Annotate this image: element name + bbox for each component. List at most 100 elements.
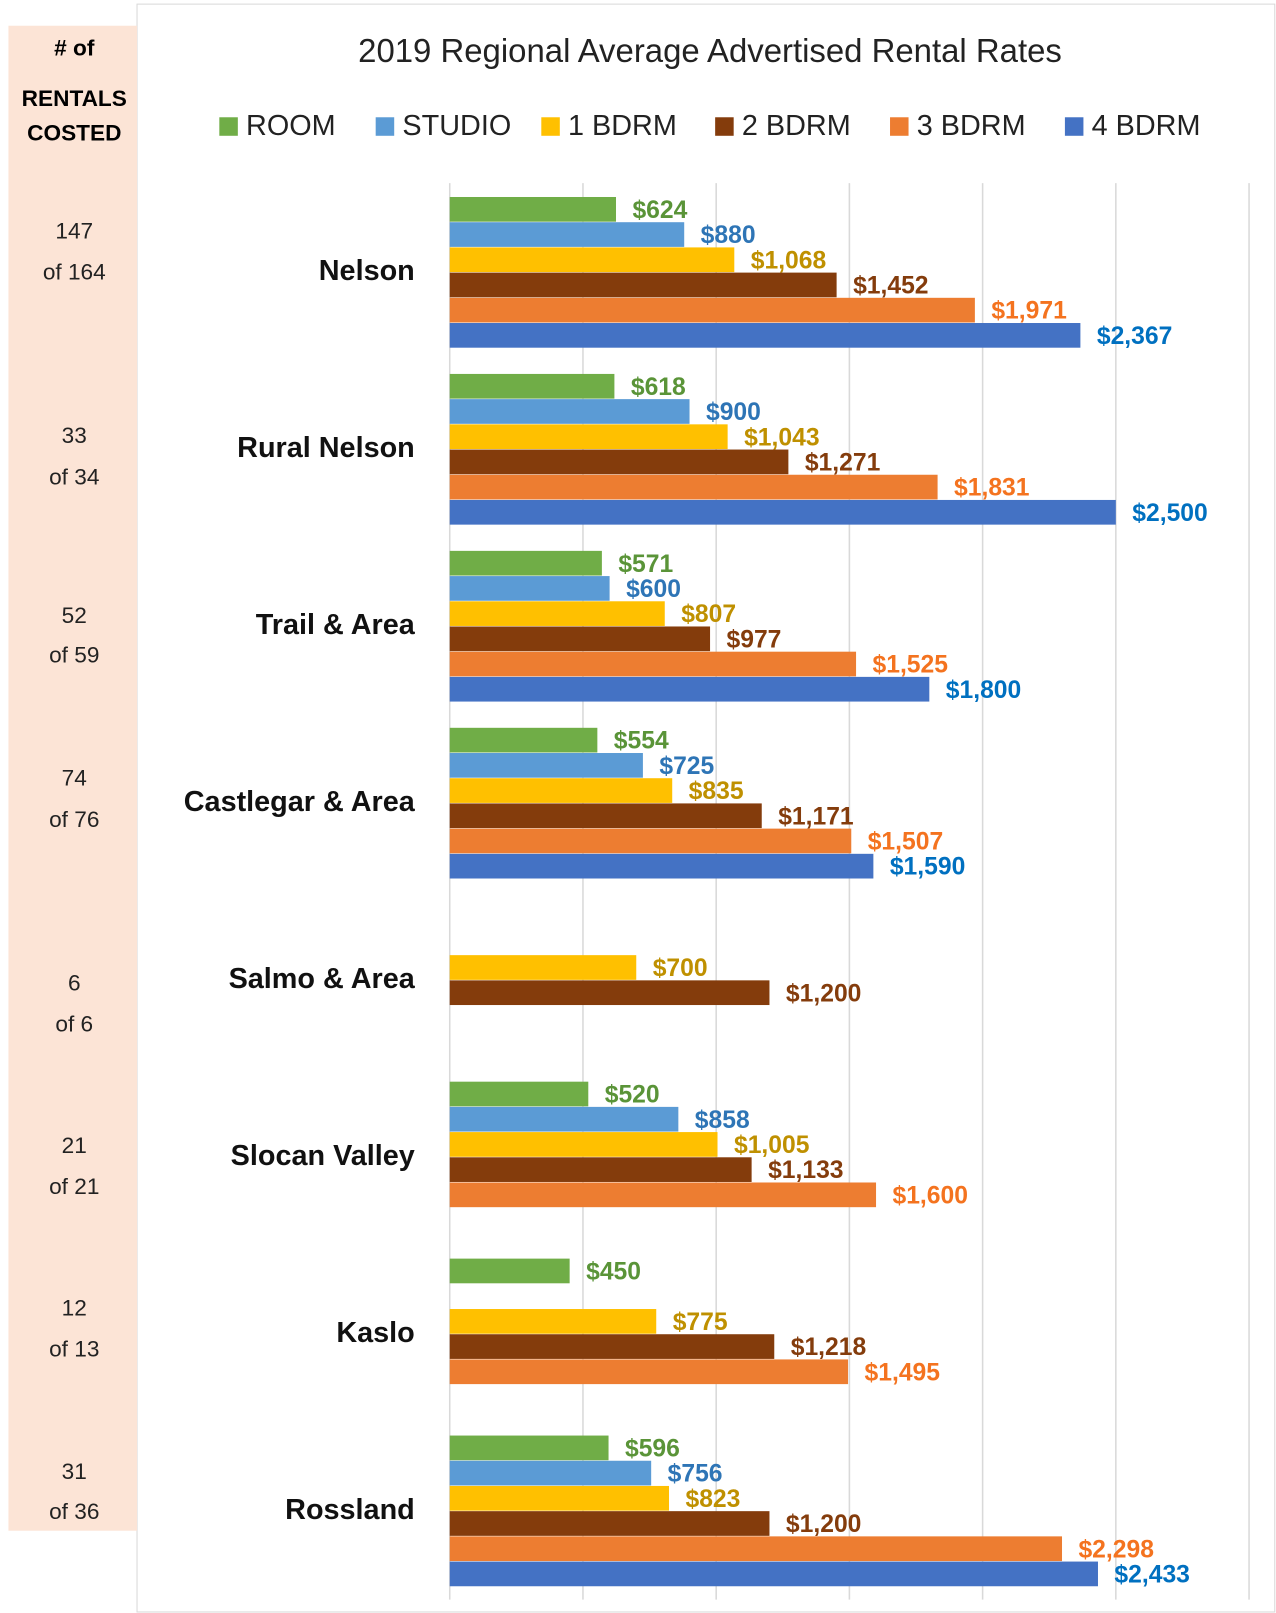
- legend-label: ROOM: [246, 110, 336, 142]
- value-label: $1,043: [744, 424, 819, 451]
- bar: [449, 778, 673, 803]
- chart-title: 2019 Regional Average Advertised Rental …: [358, 32, 1062, 69]
- category-label: Salmo & Area: [229, 963, 416, 995]
- bar: [449, 753, 643, 778]
- value-label: $450: [586, 1259, 641, 1286]
- bar: [449, 1359, 849, 1385]
- side-count: 21: [62, 1133, 87, 1158]
- side-of: of 6: [55, 1012, 93, 1037]
- side-title: RENTALS: [22, 86, 127, 111]
- value-label: $977: [727, 626, 782, 653]
- bar: [449, 651, 857, 677]
- bar: [449, 1334, 775, 1359]
- legend-swatch: [219, 117, 238, 136]
- bar: [449, 576, 610, 601]
- legend-swatch: [375, 117, 395, 136]
- bar: [449, 196, 617, 222]
- value-label: $700: [653, 955, 708, 982]
- value-label: $1,590: [890, 854, 965, 881]
- value-label: $2,433: [1114, 1561, 1189, 1588]
- side-of: of 164: [43, 260, 106, 285]
- bar: [449, 399, 690, 424]
- bar: [449, 373, 615, 399]
- bar: [449, 1485, 670, 1511]
- bar: [449, 1081, 589, 1107]
- value-label: $1,800: [946, 677, 1021, 704]
- bar: [449, 980, 770, 1006]
- bar: [449, 297, 975, 323]
- category-label: Castlegar & Area: [184, 786, 416, 818]
- value-label: $858: [695, 1107, 750, 1134]
- side-count: 33: [62, 423, 87, 448]
- value-label: $520: [605, 1082, 660, 1109]
- value-label: $1,452: [853, 273, 928, 300]
- value-label: $775: [673, 1309, 728, 1336]
- bar: [449, 1157, 752, 1182]
- legend-swatch: [715, 117, 734, 136]
- value-label: $554: [614, 728, 669, 755]
- side-title: COSTED: [27, 121, 121, 146]
- legend-swatch: [541, 117, 560, 136]
- side-of: of 36: [49, 1499, 99, 1524]
- side-count: 6: [68, 970, 81, 995]
- side-count: 12: [62, 1296, 87, 1321]
- bar: [449, 1561, 1098, 1587]
- value-label: $2,367: [1097, 323, 1172, 350]
- legend-label: 1 BDRM: [568, 110, 677, 142]
- legend-swatch: [890, 117, 909, 136]
- side-count: 74: [62, 766, 87, 791]
- bar: [449, 424, 728, 450]
- value-label: $1,507: [868, 829, 943, 856]
- value-label: $1,200: [786, 1511, 861, 1538]
- bar: [449, 247, 735, 273]
- value-label: $1,971: [991, 298, 1067, 325]
- bar: [449, 955, 637, 980]
- legend-label: 3 BDRM: [917, 110, 1026, 142]
- bar: [449, 601, 665, 626]
- value-label: $2,298: [1078, 1536, 1153, 1563]
- category-label: Rural Nelson: [237, 432, 415, 464]
- value-label: $823: [685, 1486, 740, 1513]
- side-count: 147: [55, 218, 93, 243]
- value-label: $571: [618, 551, 673, 578]
- value-label: $1,171: [778, 803, 854, 830]
- bar: [449, 1309, 657, 1334]
- bar: [449, 828, 852, 854]
- value-label: $1,068: [751, 247, 826, 274]
- category-label: Trail & Area: [256, 609, 416, 641]
- side-count: 31: [62, 1459, 87, 1484]
- side-of: of 34: [49, 464, 99, 489]
- value-label: $1,005: [734, 1132, 810, 1159]
- bar: [449, 727, 598, 753]
- side-of: of 59: [49, 642, 99, 667]
- value-label: $600: [626, 576, 681, 603]
- value-label: $1,218: [791, 1334, 866, 1361]
- bar: [449, 803, 762, 829]
- legend-swatch: [1064, 117, 1084, 136]
- category-label: Kaslo: [336, 1317, 414, 1349]
- bar: [449, 474, 938, 500]
- value-label: $725: [659, 753, 714, 780]
- bar: [449, 1511, 770, 1536]
- value-label: $1,495: [865, 1359, 941, 1386]
- bar: [449, 449, 789, 475]
- bar: [449, 499, 1116, 525]
- value-label: $2,500: [1132, 500, 1207, 527]
- value-label: $1,831: [954, 475, 1030, 502]
- side-count: 52: [62, 603, 87, 628]
- value-label: $1,525: [873, 652, 949, 679]
- bar: [449, 1132, 718, 1157]
- legend-label: 4 BDRM: [1092, 110, 1201, 142]
- category-label: Rossland: [285, 1494, 415, 1526]
- bar: [449, 1182, 877, 1208]
- bar: [449, 272, 837, 298]
- bar: [449, 676, 930, 702]
- bar: [449, 1460, 652, 1486]
- category-label: Nelson: [319, 255, 415, 287]
- side-panel: [8, 25, 138, 1531]
- value-label: $900: [706, 399, 761, 426]
- value-label: $1,600: [893, 1182, 968, 1209]
- legend-label: 2 BDRM: [742, 110, 851, 142]
- bar: [449, 853, 874, 879]
